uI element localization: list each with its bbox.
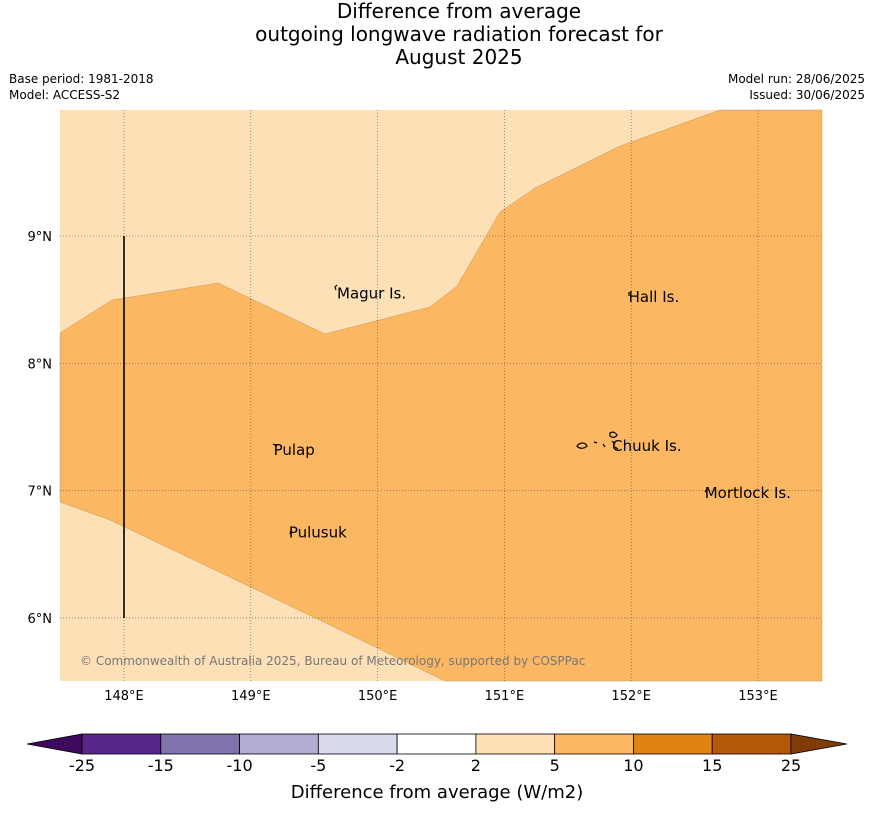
colorbar-tick-label: -2 — [389, 756, 405, 775]
place-labels: Magur Is. Hall Is. Pulap Chuuk Is. Mortlock … — [274, 284, 791, 541]
place-label: Hall Is. — [629, 288, 680, 306]
lat-tick-label: 6°N — [28, 612, 53, 627]
coastlines — [272, 284, 708, 535]
colorbar-tick-label: 5 — [550, 756, 560, 775]
base-info: Base period: 1981-2018 Model: ACCESS-S2 — [9, 71, 154, 103]
lon-tick-label: 150°E — [358, 689, 398, 704]
colorbar-tick-label: 15 — [702, 756, 722, 775]
colorbar-segment — [633, 733, 713, 755]
model-run-date: Model run: 28/06/2025 — [727, 72, 865, 86]
place-label: Magur Is. — [337, 284, 406, 302]
colorbar-segment — [317, 733, 398, 755]
colorbar-low-extend — [26, 733, 83, 755]
lon-tick-label: 149°E — [231, 689, 271, 704]
lon-tick-label: 148°E — [104, 689, 144, 704]
base-period: Base period: 1981-2018 — [9, 72, 154, 86]
colorbar-high-extend — [790, 733, 848, 755]
place-label: Mortlock Is. — [705, 484, 791, 502]
lat-tick-label: 7°N — [28, 485, 53, 500]
colorbar-tick-label: -10 — [226, 756, 252, 775]
lon-tick-label: 152°E — [611, 689, 651, 704]
map-title: Difference from average outgoing longwav… — [0, 0, 873, 69]
copyright-text: © Commonwealth of Australia 2025, Bureau… — [80, 654, 585, 668]
issued-date: Issued: 30/06/2025 — [749, 88, 865, 102]
place-label: Pulap — [274, 441, 315, 459]
colorbar-label: Difference from average (W/m2) — [291, 782, 583, 803]
title-line-2: outgoing longwave radiation forecast for — [255, 22, 663, 46]
place-label: Pulusuk — [289, 524, 347, 542]
colorbar-segment — [554, 733, 634, 755]
colorbar-segment — [81, 733, 162, 755]
colorbar-tick-label: 10 — [623, 756, 643, 775]
colorbar-tick-label: -5 — [310, 756, 326, 775]
lon-tick-label: 153°E — [738, 689, 778, 704]
anomaly-band-5-10 — [59, 109, 823, 682]
colorbar-tick-label: -25 — [69, 756, 95, 775]
colorbar-segment — [239, 733, 319, 755]
place-label: Chuuk Is. — [612, 437, 681, 455]
title-line-1: Difference from average — [336, 0, 582, 23]
model-name: Model: ACCESS-S2 — [9, 88, 121, 102]
title-line-3: August 2025 — [395, 45, 523, 69]
colorbar: -25 -15 -10 -5 -2 2 5 10 15 25 — [26, 733, 848, 775]
graticule: 148°E 149°E 150°E 151°E 152°E 153°E 9°N 8°N 7°N 6… — [28, 110, 822, 704]
colorbar-segment — [711, 733, 792, 755]
colorbar-segment — [160, 733, 240, 755]
colorbar-tick-label: 25 — [781, 756, 801, 775]
colorbar-tick-label: -15 — [148, 756, 174, 775]
run-info: Model run: 28/06/2025 Issued: 30/06/2025 — [728, 71, 865, 103]
lon-tick-label: 151°E — [485, 689, 525, 704]
lat-tick-label: 9°N — [28, 230, 53, 245]
colorbar-segment — [475, 733, 556, 755]
lat-tick-label: 8°N — [28, 357, 53, 372]
colorbar-segment — [396, 733, 477, 755]
colorbar-tick-label: 2 — [471, 756, 481, 775]
